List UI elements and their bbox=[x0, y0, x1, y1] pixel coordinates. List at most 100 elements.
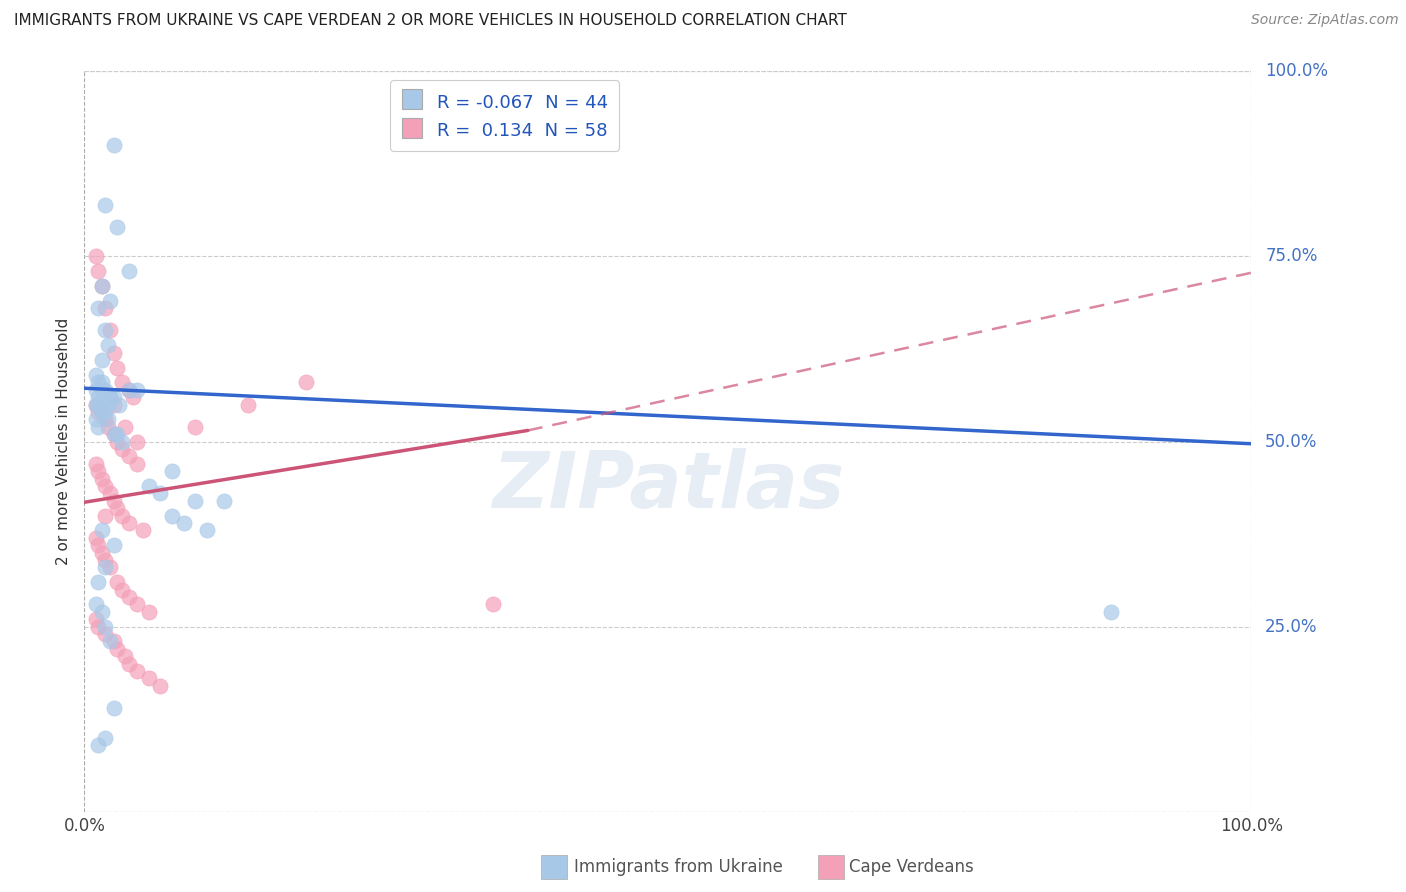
Point bbox=[84, 383, 107, 397]
Point bbox=[84, 368, 107, 382]
Point bbox=[103, 397, 125, 411]
Point bbox=[87, 405, 110, 419]
Point bbox=[103, 701, 125, 715]
Point bbox=[87, 419, 110, 434]
Point bbox=[84, 457, 107, 471]
Point bbox=[97, 419, 120, 434]
Point bbox=[295, 376, 318, 390]
Y-axis label: 2 or more Vehicles in Household: 2 or more Vehicles in Household bbox=[56, 318, 72, 566]
Point bbox=[94, 197, 117, 211]
Point bbox=[94, 412, 117, 426]
Point bbox=[87, 738, 110, 752]
Point bbox=[87, 376, 110, 390]
Point bbox=[97, 412, 120, 426]
Text: Source: ZipAtlas.com: Source: ZipAtlas.com bbox=[1251, 13, 1399, 28]
Point bbox=[87, 390, 110, 404]
Point bbox=[111, 376, 134, 390]
Text: ZIPatlas: ZIPatlas bbox=[492, 448, 844, 524]
Point bbox=[103, 138, 125, 153]
Point bbox=[138, 479, 160, 493]
Point bbox=[111, 434, 134, 449]
Point bbox=[84, 250, 107, 264]
Point bbox=[103, 345, 125, 359]
Point bbox=[122, 390, 145, 404]
Point bbox=[105, 360, 128, 375]
Point bbox=[125, 434, 148, 449]
Point bbox=[87, 397, 110, 411]
Point bbox=[90, 279, 112, 293]
Point bbox=[138, 605, 160, 619]
Point bbox=[103, 390, 125, 404]
Point bbox=[111, 508, 134, 523]
Point bbox=[98, 324, 121, 338]
Point bbox=[94, 397, 117, 411]
Point bbox=[125, 457, 148, 471]
Point bbox=[94, 383, 117, 397]
Point bbox=[94, 479, 117, 493]
Point bbox=[149, 679, 172, 693]
Point bbox=[90, 524, 112, 538]
Point bbox=[97, 397, 120, 411]
Point bbox=[90, 376, 112, 390]
Point bbox=[84, 531, 107, 545]
Point bbox=[125, 383, 148, 397]
Point bbox=[98, 560, 121, 574]
Point bbox=[114, 419, 136, 434]
Point bbox=[195, 524, 218, 538]
Text: IMMIGRANTS FROM UKRAINE VS CAPE VERDEAN 2 OR MORE VEHICLES IN HOUSEHOLD CORRELAT: IMMIGRANTS FROM UKRAINE VS CAPE VERDEAN … bbox=[14, 13, 846, 29]
Point bbox=[184, 493, 207, 508]
Point bbox=[94, 508, 117, 523]
Point bbox=[98, 293, 121, 308]
Point bbox=[98, 486, 121, 500]
Text: 50.0%: 50.0% bbox=[1265, 433, 1317, 450]
Point bbox=[87, 538, 110, 552]
Point bbox=[111, 442, 134, 456]
Text: 100.0%: 100.0% bbox=[1265, 62, 1329, 80]
Point bbox=[105, 219, 128, 234]
Point bbox=[84, 612, 107, 626]
Point bbox=[214, 493, 236, 508]
Point bbox=[84, 412, 107, 426]
Point bbox=[94, 560, 117, 574]
Point bbox=[94, 619, 117, 633]
Point bbox=[118, 383, 141, 397]
Point bbox=[94, 731, 117, 745]
Point bbox=[105, 641, 128, 656]
Point bbox=[160, 508, 183, 523]
Point bbox=[118, 657, 141, 671]
Point bbox=[87, 301, 110, 316]
Text: 75.0%: 75.0% bbox=[1265, 247, 1317, 266]
Point bbox=[84, 598, 107, 612]
Point bbox=[90, 471, 112, 485]
Point bbox=[90, 405, 112, 419]
Point bbox=[87, 464, 110, 478]
Point bbox=[118, 450, 141, 464]
Point bbox=[118, 264, 141, 278]
Point bbox=[103, 427, 125, 442]
Point bbox=[103, 493, 125, 508]
Point bbox=[236, 397, 259, 411]
Point bbox=[103, 427, 125, 442]
Point bbox=[118, 590, 141, 604]
Point bbox=[84, 397, 107, 411]
Point bbox=[98, 390, 121, 404]
Point bbox=[103, 538, 125, 552]
Text: Cape Verdeans: Cape Verdeans bbox=[849, 858, 974, 876]
Point bbox=[1099, 605, 1122, 619]
Point bbox=[160, 464, 183, 478]
Point bbox=[87, 575, 110, 590]
Point bbox=[114, 649, 136, 664]
Point bbox=[184, 419, 207, 434]
Point bbox=[97, 338, 120, 352]
Point bbox=[94, 627, 117, 641]
Point bbox=[87, 264, 110, 278]
Point bbox=[481, 598, 505, 612]
Point bbox=[111, 582, 134, 597]
Point bbox=[90, 405, 112, 419]
Point bbox=[105, 434, 128, 449]
Point bbox=[105, 501, 128, 516]
Point bbox=[118, 383, 141, 397]
Point bbox=[90, 546, 112, 560]
Text: 25.0%: 25.0% bbox=[1265, 617, 1317, 636]
Point bbox=[94, 553, 117, 567]
